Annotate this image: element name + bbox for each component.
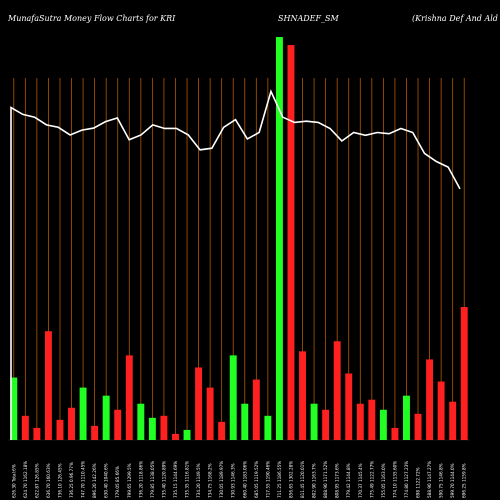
x-tick-label: 736.20 1118.86% — [138, 461, 143, 498]
bar-up — [310, 403, 318, 440]
bar-down — [56, 419, 64, 440]
bar-down — [252, 379, 260, 440]
x-tick-label: 630.40 1040.6% — [104, 463, 109, 498]
money-flow-line — [10, 89, 461, 440]
x-tick-label: 808.95 1173.6% — [335, 463, 340, 498]
bar-down — [172, 433, 179, 440]
bar-up — [229, 355, 237, 440]
bar-up — [379, 409, 387, 440]
chart-title-middle: SHNADEF_SM — [278, 14, 340, 23]
x-tick-label: 734.20 1149.5% — [196, 463, 201, 498]
bar-down — [287, 45, 295, 441]
x-tick-label: 685.05 1119.52% — [254, 461, 259, 498]
bar-up — [102, 395, 110, 440]
x-tick-label: 734.75 1168.2% — [208, 463, 213, 498]
x-tick-label: 636.70 160.63% — [46, 463, 51, 498]
x-tick-label: 747.70 1110.45% — [81, 461, 86, 498]
chart-title-right: (Krishna Def And Ald In — [412, 14, 500, 23]
bar-down — [333, 341, 341, 440]
bar-up — [79, 387, 87, 440]
x-tick-label: 808.90 1171.52% — [323, 461, 328, 498]
bar-up — [10, 377, 18, 440]
x-tick-label: 735.35 1116.81% — [185, 461, 190, 498]
x-tick-label: 622.87 126.85% — [34, 463, 39, 498]
x-tick-label: 774.80 1127.23% — [404, 461, 409, 498]
bar-down — [114, 409, 122, 440]
x-tick-label: 711.25 1186.55% — [277, 461, 282, 498]
bar-down — [356, 403, 364, 440]
x-tick-label: 856.65 1302.28% — [288, 461, 293, 498]
bar-series — [10, 37, 468, 441]
bar-down — [322, 409, 330, 440]
bar-down — [195, 367, 203, 440]
bar-down — [368, 399, 376, 440]
bar-down — [44, 331, 52, 440]
bar-down — [160, 415, 168, 440]
bar-down — [345, 373, 353, 440]
bar-down — [125, 355, 133, 440]
x-tick-label: 588.90 1147.27% — [427, 461, 432, 498]
chart-title-left: MunafaSutra Money Flow Charts for KRI — [7, 14, 176, 23]
x-tick-label: 802.90 1163.7% — [312, 463, 317, 498]
x-tick-labels: 626.30 Total:6% 624.70 1162.18% 622.87 126… — [11, 461, 466, 498]
x-tick-label: 736.25 0.96.77% — [69, 462, 74, 498]
bar-up — [183, 429, 191, 440]
x-tick-label: 736.10 126.45% — [57, 463, 62, 498]
bar-down — [68, 407, 75, 440]
bar-up — [275, 37, 283, 440]
bar-down — [299, 351, 306, 440]
bar-down — [33, 427, 41, 440]
x-tick-label: 626.30 Total:6% — [11, 464, 16, 498]
bar-up — [403, 395, 410, 440]
x-tick-label: 624.70 1162.18% — [23, 461, 28, 498]
x-tick-label: 779.05 85.66% — [115, 466, 120, 498]
x-tick-label: 755.05 1163.0% — [381, 463, 386, 498]
bar-up — [264, 415, 272, 440]
x-tick-label: 735.15 1144.69% — [173, 461, 178, 498]
x-tick-label: 779.85 1138.05% — [150, 461, 155, 498]
x-tick-label: 717.55 1190.46% — [265, 461, 270, 498]
x-tick-label: 735.40 1120.89% — [161, 461, 166, 498]
bar-down — [426, 359, 434, 440]
x-tick-label: 779.42 1144.8% — [346, 463, 351, 498]
x-tick-label: 774.10 1135.60% — [392, 461, 397, 498]
bar-up — [148, 417, 156, 440]
x-tick-label: 770.37 1145.4% — [358, 463, 363, 498]
x-tick-label: 696.25 1159.8% — [462, 463, 467, 498]
bar-down — [21, 415, 29, 440]
x-tick-label: 590.75 1146.8% — [439, 463, 444, 498]
x-tick-label: 599.70 1144.0% — [450, 463, 455, 498]
x-tick-label: 811.45 1120.01% — [300, 461, 305, 498]
bar-down — [414, 413, 422, 440]
bar-down — [460, 307, 468, 440]
bar-down — [437, 381, 445, 440]
bar-down — [218, 421, 226, 440]
bar-up — [241, 403, 249, 440]
x-tick-label: 799.65 1299.5% — [127, 463, 132, 498]
bar-up — [137, 403, 145, 440]
x-tick-label: 775.49 1122.77% — [369, 461, 374, 498]
x-tick-label: 660.40 1183.06% — [242, 461, 247, 498]
bar-down — [391, 427, 399, 440]
x-tick-label: 698 1122.72% — [416, 467, 421, 498]
x-tick-label: 730.93 1146.3% — [231, 463, 236, 498]
bar-down — [91, 425, 99, 440]
bar-down — [449, 401, 457, 440]
bar-down — [206, 387, 214, 440]
x-tick-label: 730.05 1189.97% — [219, 461, 224, 498]
x-tick-label: 896.20 142.26% — [92, 463, 97, 498]
